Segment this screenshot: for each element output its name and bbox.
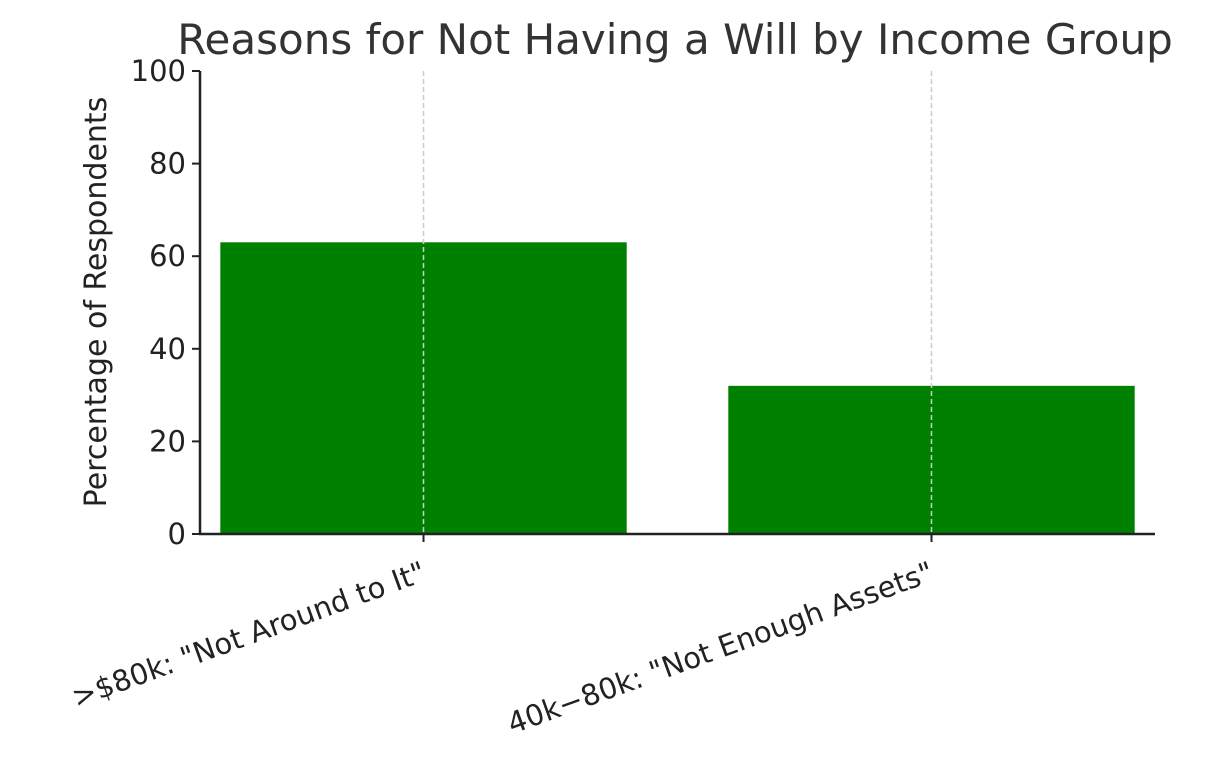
y-axis-label: Percentage of Respondents xyxy=(79,97,114,508)
bars xyxy=(220,71,1135,534)
x-ticks: >$80k: "Not Around to It" 40k−80k: "Not E… xyxy=(67,534,938,741)
x-tick-label-0: >$80k: "Not Around to It" xyxy=(67,555,430,715)
y-tick-label-1: 20 xyxy=(149,424,186,458)
axes xyxy=(198,71,1155,536)
y-tick-label-5: 100 xyxy=(131,54,186,88)
y-tick-label-3: 60 xyxy=(149,239,186,273)
y-tick-label-4: 80 xyxy=(149,147,186,181)
chart-title: Reasons for Not Having a Will by Income … xyxy=(177,15,1173,64)
x-tick-label-1: 40k−80k: "Not Enough Assets" xyxy=(503,555,938,741)
y-tick-label-2: 40 xyxy=(149,332,186,366)
y-ticks: 0 20 40 60 80 100 xyxy=(131,54,200,551)
y-tick-label-0: 0 xyxy=(168,517,186,551)
